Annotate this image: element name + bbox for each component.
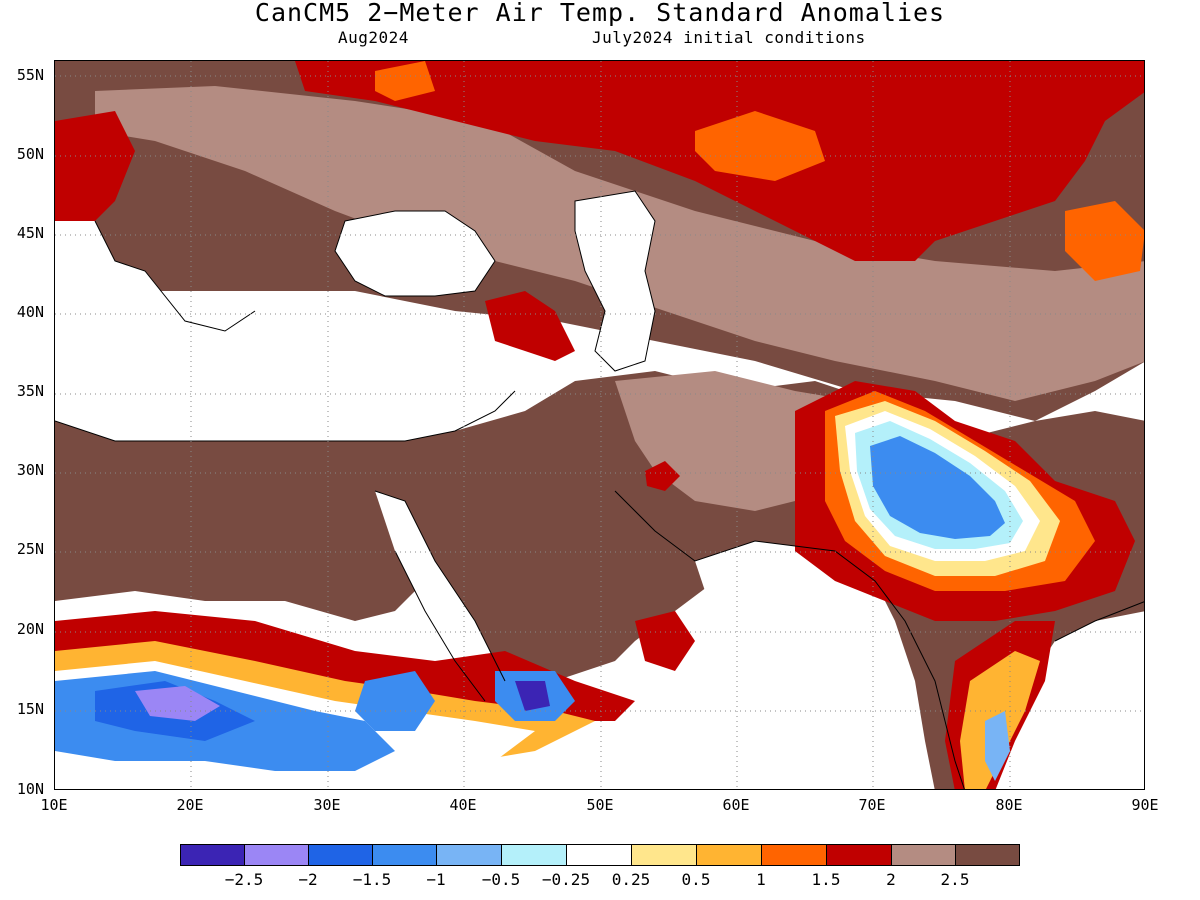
colorbar-swatch-12 [891,844,956,866]
lon-label-40e: 40E [449,796,477,814]
coastlines [55,190,1144,789]
bay-of-bengal-white [1005,611,1144,789]
black-sea-white [335,211,495,296]
yemen-purple-area [515,681,550,711]
colorbar-swatch-1 [180,844,245,866]
kazakh-orange-area [695,111,825,181]
lon-label-60e: 60E [722,796,750,814]
lon-label-10e: 10E [40,796,68,814]
lon-label-30e: 30E [313,796,341,814]
colorbar-swatch-9 [696,844,762,866]
colorbar-label-1.5: 1.5 [811,870,841,889]
initial-conditions-label: July2024 initial conditions [592,28,866,47]
colorbar-swatch-7 [566,844,632,866]
anomaly-map-canvas [55,61,1144,789]
caspian-white [575,191,655,371]
lat-label-15n: 15N [16,700,44,718]
forecast-month: Aug2024 [338,28,409,47]
mongolia-orange-area [1065,201,1144,281]
caucasus-red-area [485,291,575,361]
colorbar-swatch-6 [501,844,567,866]
arabian-sea-white [576,541,955,789]
anomaly-map [54,60,1145,790]
colorbar-swatch-3 [308,844,373,866]
colorbar-swatch-10 [761,844,827,866]
colorbar-label-m2: −2 [298,870,318,889]
ukraine-orange-area [375,61,435,101]
colorbar-label-m0.5: −0.5 [481,870,521,889]
colorbar-label-2: 2 [886,870,896,889]
colorbar-swatch-13 [955,844,1020,866]
colorbar-label-0.5: 0.5 [681,870,711,889]
colorbar-label-0.25: 0.25 [611,870,651,889]
lat-label-10n: 10N [16,780,44,798]
lat-label-30n: 30N [16,461,44,479]
lat-label-25n: 25N [16,540,44,558]
colorbar-swatch-5 [436,844,502,866]
colorbar-label-2.5: 2.5 [940,870,970,889]
sahel-purple-core [135,686,220,721]
india-blue-core [870,436,1005,539]
colorbar-swatch-11 [826,844,892,866]
graticule [55,61,1144,789]
colorbar-label-m1.5: −1.5 [352,870,392,889]
colorbar-label-1: 1 [756,870,766,889]
lat-label-35n: 35N [16,382,44,400]
ethiopia-blue-area [355,671,435,731]
lat-label-45n: 45N [16,224,44,242]
lon-label-50e: 50E [586,796,614,814]
colorbar-label-m1: −1 [426,870,446,889]
south-india-blue-spot [985,711,1010,781]
oman-red-area [635,611,695,671]
lon-label-70e: 70E [858,796,886,814]
colorbar-label-m0.25: −0.25 [541,870,591,889]
lon-label-90e: 90E [1131,796,1159,814]
lat-label-55n: 55N [16,66,44,84]
lat-label-20n: 20N [16,620,44,638]
lon-label-20e: 20E [176,796,204,814]
red-sea-white [375,491,505,701]
colorbar-label-m2.5: −2.5 [224,870,264,889]
lon-label-80e: 80E [995,796,1023,814]
lat-label-40n: 40N [16,303,44,321]
map-title: CanCM5 2−Meter Air Temp. Standard Anomal… [254,0,946,27]
colorbar-swatch-8 [631,844,697,866]
colorbar-swatch-2 [244,844,309,866]
lat-label-50n: 50N [16,145,44,163]
colorbar-swatch-4 [372,844,437,866]
northwest-red-area [55,111,135,241]
iran-red-spot [645,461,680,491]
